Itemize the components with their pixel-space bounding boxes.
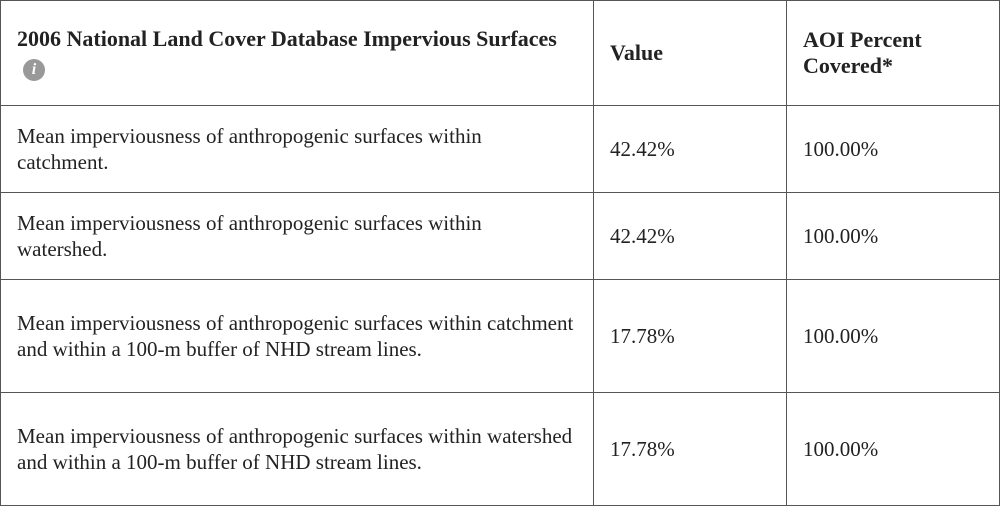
info-icon[interactable]: i (23, 58, 45, 81)
table-cell: Mean imperviousness of anthropogenic sur… (0, 392, 594, 506)
header-cell: AOI Percent Covered* (786, 0, 1000, 106)
table-cell: 17.78% (593, 279, 787, 393)
table-row: Mean imperviousness of anthropogenic sur… (0, 192, 1000, 280)
table-row: Mean imperviousness of anthropogenic sur… (0, 392, 1000, 506)
header-row: 2006 National Land Cover Database Imperv… (0, 0, 1000, 106)
table-cell: 17.78% (593, 392, 787, 506)
table-cell: Mean imperviousness of anthropogenic sur… (0, 192, 594, 280)
table-row: Mean imperviousness of anthropogenic sur… (0, 279, 1000, 393)
table-cell: 42.42% (593, 192, 787, 280)
table-cell: 100.00% (786, 105, 1000, 193)
table-cell: Mean imperviousness of anthropogenic sur… (0, 105, 594, 193)
table-cell: 100.00% (786, 279, 1000, 393)
table-cell: 100.00% (786, 392, 1000, 506)
table-cell: 42.42% (593, 105, 787, 193)
header-text: 2006 National Land Cover Database Imperv… (17, 25, 557, 51)
header-cell: 2006 National Land Cover Database Imperv… (0, 0, 594, 106)
table-cell: Mean imperviousness of anthropogenic sur… (0, 279, 594, 393)
table-row: Mean imperviousness of anthropogenic sur… (0, 105, 1000, 193)
table-body: Mean imperviousness of anthropogenic sur… (0, 105, 1000, 506)
table-cell: 100.00% (786, 192, 1000, 280)
header-cell: Value (593, 0, 787, 106)
